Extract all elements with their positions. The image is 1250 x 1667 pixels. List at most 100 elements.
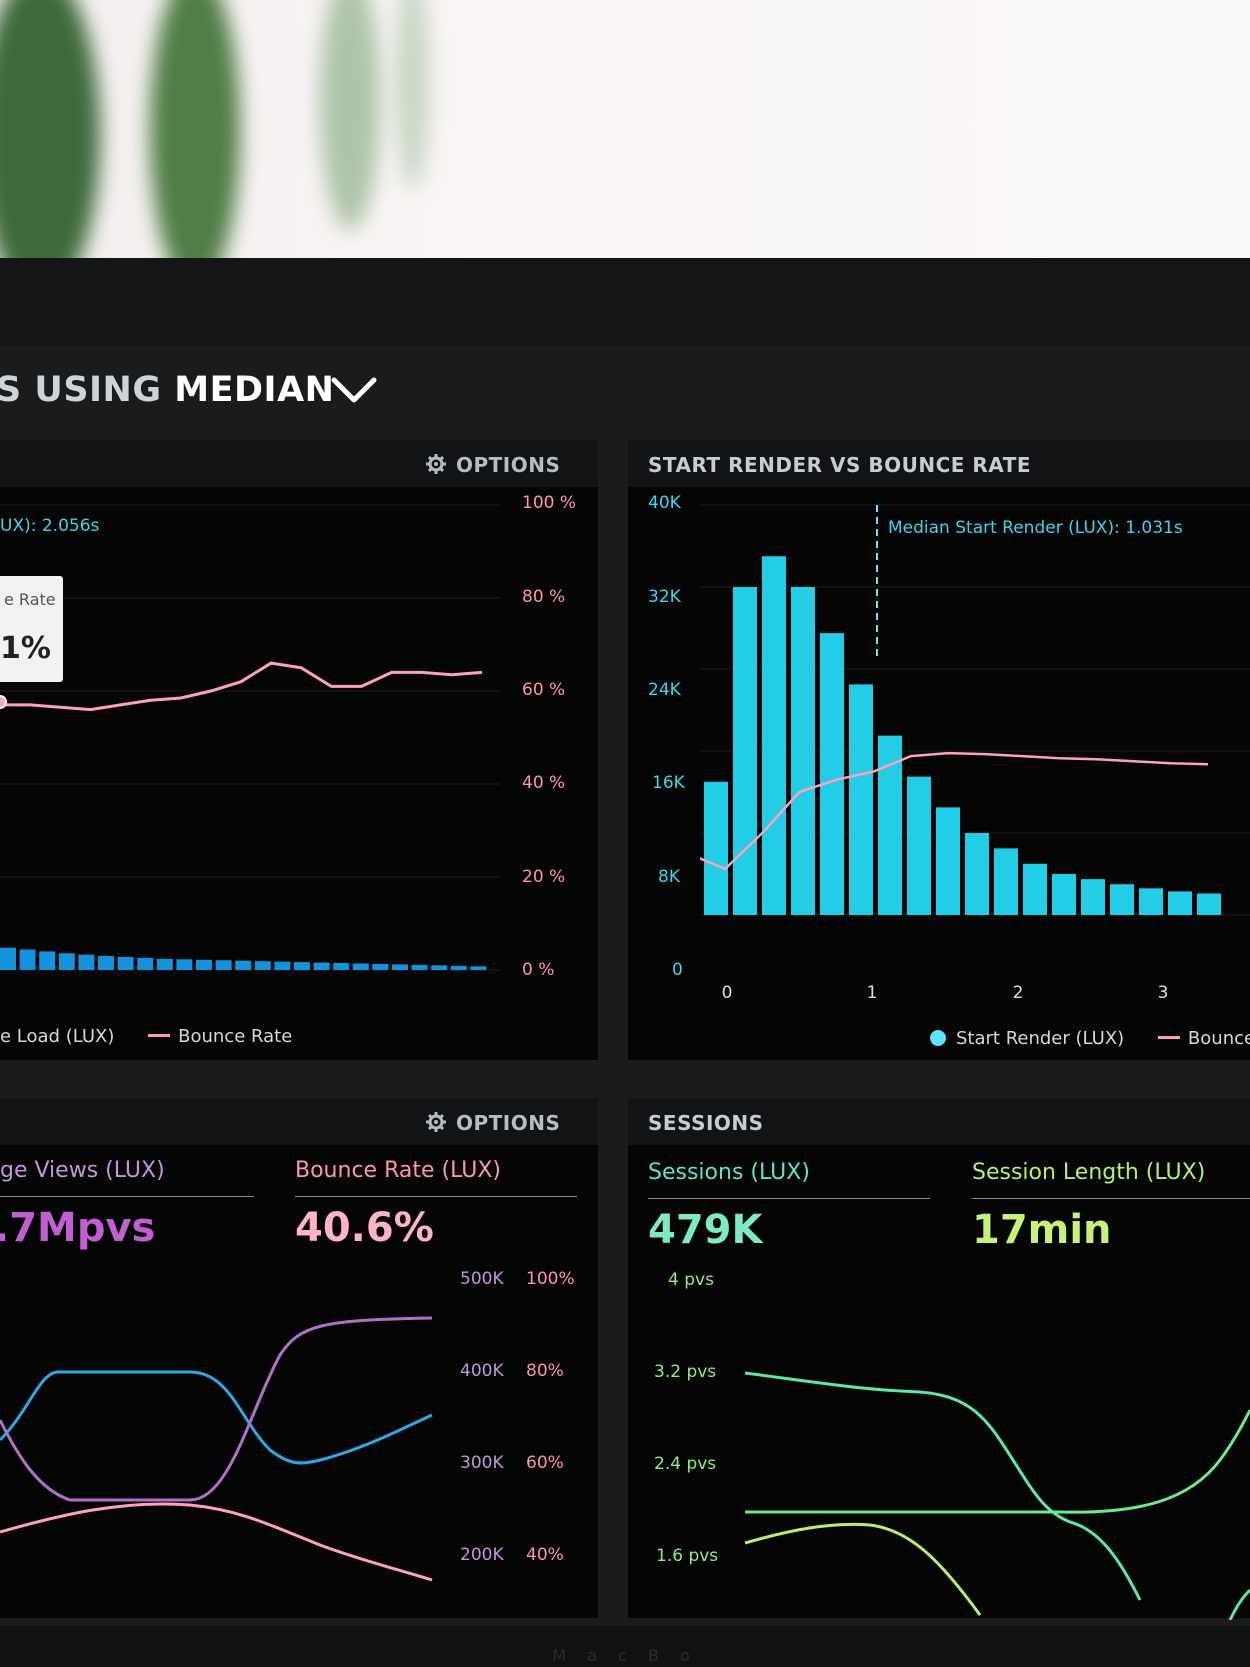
bar[interactable]	[352, 963, 369, 970]
bar[interactable]	[1110, 884, 1134, 915]
axis-tick: 60%	[526, 1453, 564, 1473]
bar[interactable]	[78, 954, 95, 970]
bounce-rate-purple-line	[0, 1316, 433, 1502]
bar[interactable]	[294, 962, 310, 970]
panel-header: SESSIONS	[628, 1098, 1250, 1145]
bar[interactable]	[704, 781, 728, 915]
axis-tick: 60 %	[522, 680, 566, 700]
bar[interactable]	[1052, 874, 1076, 915]
session-length-lime-line	[744, 1522, 982, 1616]
panel-header: START RENDER VS BOUNCE RATE	[628, 440, 1250, 487]
legend-item-bounce[interactable]: Bounce	[1157, 1028, 1250, 1049]
bar[interactable]	[215, 960, 232, 970]
start-render-panel: START RENDER VS BOUNCE RATE	[628, 440, 1250, 1060]
hover-point	[0, 695, 7, 709]
bounce-rate-line	[700, 751, 1209, 871]
bounce-rate-line	[0, 661, 483, 712]
bar[interactable]	[58, 953, 75, 970]
monitor-brand: M a c B o	[552, 1646, 698, 1665]
bar[interactable]	[274, 961, 291, 970]
bar[interactable]	[849, 684, 873, 915]
axis-tick: 20 %	[522, 867, 566, 887]
plant-leaf	[320, 0, 380, 230]
bar[interactable]	[936, 807, 960, 915]
sessions-line-tail	[1228, 1588, 1250, 1620]
divider	[972, 1198, 1250, 1199]
axis-tick: 500K	[460, 1269, 504, 1289]
axis-tick: 100 %	[522, 493, 577, 513]
bar[interactable]	[1168, 891, 1192, 915]
plant-leaf	[0, 0, 100, 262]
bar[interactable]	[313, 962, 330, 970]
page-views-chart	[0, 1316, 433, 1582]
bar[interactable]	[372, 963, 389, 970]
panel-title: SESSIONS	[648, 1111, 764, 1135]
x-tick-label: 0	[722, 983, 733, 1000]
options-label: OPTIONS	[456, 453, 561, 477]
bar[interactable]	[762, 556, 786, 915]
bar[interactable]	[431, 965, 448, 970]
divider	[295, 1196, 577, 1197]
axis-tick: 3.2 pvs	[654, 1362, 717, 1382]
plant-leaf	[150, 0, 240, 262]
bar[interactable]	[1139, 888, 1163, 915]
bar[interactable]	[0, 947, 16, 970]
bar[interactable]	[333, 963, 350, 970]
session-length-label: Session Length (LUX)	[972, 1160, 1206, 1185]
bar[interactable]	[411, 964, 428, 970]
bar[interactable]	[19, 949, 36, 970]
tooltip: e Rate 1%	[0, 576, 63, 682]
bar[interactable]	[39, 951, 56, 970]
bar[interactable]	[98, 956, 114, 970]
axis-tick: 0 %	[522, 960, 555, 980]
legend-item-page-load[interactable]: e Load (LUX)	[0, 1026, 115, 1047]
legend-label: Bounce Rate	[178, 1026, 293, 1047]
axis-tick: 1.6 pvs	[656, 1546, 719, 1566]
legend-item-bounce-rate[interactable]: Bounce Rate	[148, 1026, 292, 1047]
bar[interactable]	[392, 964, 408, 970]
bar[interactable]	[117, 956, 134, 970]
bar[interactable]	[1023, 863, 1047, 915]
options-label: OPTIONS	[456, 1111, 561, 1135]
legend-item-start-render[interactable]: Start Render (LUX)	[930, 1028, 1124, 1049]
bar[interactable]	[156, 958, 173, 970]
page-title-strong: MEDIAN	[174, 370, 335, 410]
bar[interactable]	[235, 960, 252, 970]
chart-legend: e Load (LUX) Bounce Rate	[0, 1026, 292, 1047]
axis-tick: 80 %	[522, 587, 566, 607]
bar[interactable]	[1081, 879, 1105, 915]
options-button[interactable]: OPTIONS	[426, 1111, 560, 1135]
bar[interactable]	[450, 965, 467, 970]
legend-swatch	[930, 1030, 946, 1046]
bar[interactable]	[994, 848, 1018, 915]
monitor-chin	[0, 1626, 1250, 1667]
axis-tick: 8K	[658, 867, 680, 887]
panel-header: OPTIONS	[0, 440, 598, 487]
plant-leaf	[395, 0, 430, 190]
bar[interactable]	[470, 966, 487, 970]
bar[interactable]	[254, 961, 271, 970]
bounce-rate-value: 40.6%	[295, 1205, 434, 1251]
median-label: Median Start Render (LUX): 1.031s	[888, 518, 1183, 538]
page-views-line	[0, 1370, 433, 1465]
bar[interactable]	[965, 833, 989, 915]
bar[interactable]	[907, 776, 931, 915]
gridlines	[0, 504, 500, 971]
x-axis-ticks: 0 1 2 3	[722, 983, 1169, 1000]
axis-tick: 4 pvs	[668, 1270, 714, 1290]
bar[interactable]	[1197, 893, 1221, 915]
page-load-bars	[0, 947, 487, 970]
bar[interactable]	[820, 633, 844, 915]
axis-tick: 24K	[648, 680, 681, 700]
session-length-line	[745, 1409, 1250, 1514]
bar[interactable]	[791, 587, 815, 915]
bar[interactable]	[196, 959, 212, 970]
monitor-bezel	[0, 258, 1250, 346]
chevron-down-icon[interactable]	[330, 372, 378, 406]
options-button[interactable]: OPTIONS	[426, 453, 560, 477]
chart-legend: Start Render (LUX) Bounce	[930, 1028, 1250, 1049]
bar[interactable]	[137, 957, 154, 970]
bar[interactable]	[733, 587, 757, 915]
x-tick-label: 1	[867, 983, 878, 1000]
bar[interactable]	[176, 959, 193, 970]
